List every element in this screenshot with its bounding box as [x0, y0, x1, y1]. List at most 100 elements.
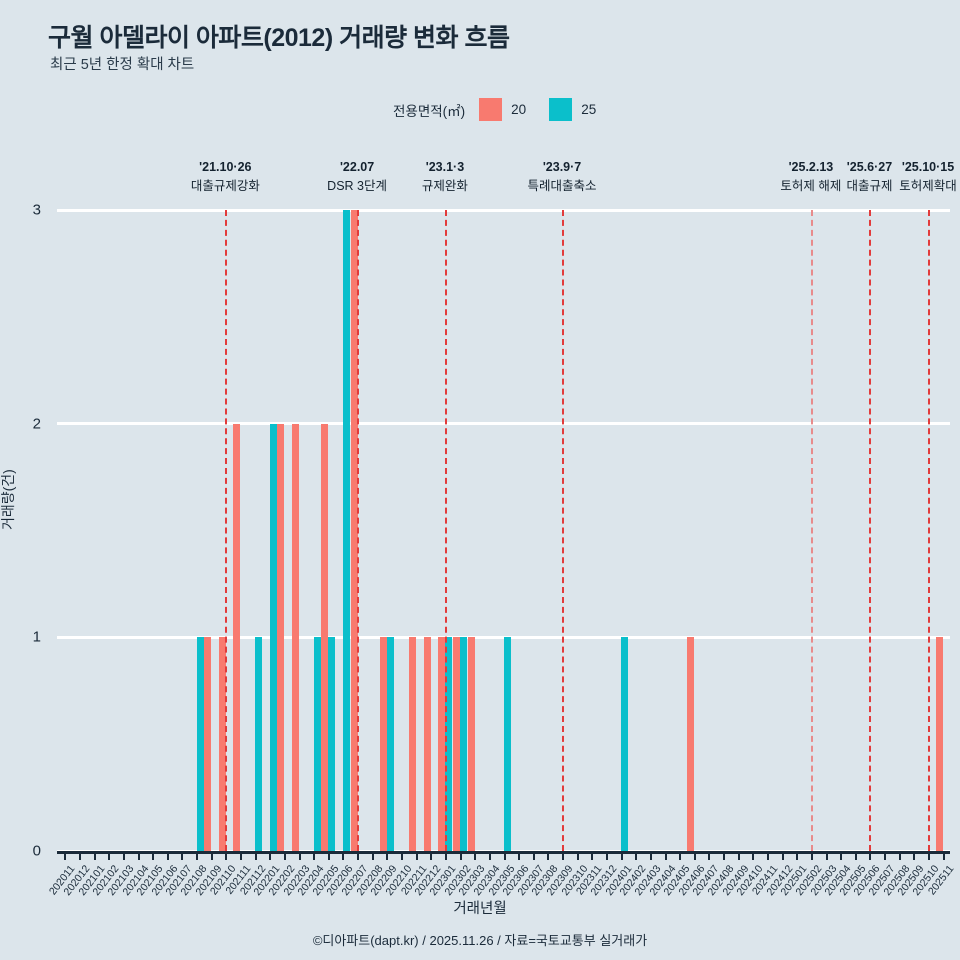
bar[interactable]	[467, 637, 475, 851]
event-annotation: '22.07 DSR 3단계	[327, 158, 387, 197]
x-axis-tick	[562, 851, 565, 860]
y-axis-tick-label: 2	[32, 415, 41, 433]
bar[interactable]	[460, 637, 468, 851]
y-axis-tick-labels: 0 1 2 3	[0, 202, 50, 860]
event-annotation-text: 대출규제강화	[190, 179, 260, 194]
bar[interactable]	[313, 637, 321, 851]
event-marker-line	[928, 210, 931, 851]
x-axis-tick	[78, 851, 81, 860]
x-axis-tick	[737, 851, 740, 860]
x-axis-tick	[93, 851, 96, 860]
bar[interactable]	[218, 637, 226, 851]
x-axis-tick	[810, 851, 813, 860]
chart-title: 구월 아델라이 아파트(2012) 거래량 변화 흐름	[48, 24, 510, 52]
x-axis-tick	[796, 851, 799, 860]
plot-area	[57, 208, 950, 853]
event-annotation-text: 토허제확대	[899, 179, 957, 194]
bar[interactable]	[409, 637, 417, 851]
event-annotation-date: '25.2.13	[788, 160, 834, 174]
bar[interactable]	[321, 423, 329, 851]
x-axis-tick	[152, 851, 155, 860]
bar[interactable]	[233, 423, 241, 851]
bar[interactable]	[196, 637, 204, 851]
x-axis-tick	[327, 851, 330, 860]
bar[interactable]	[438, 637, 446, 851]
x-axis-tick	[122, 851, 125, 860]
x-axis-tick	[371, 851, 374, 860]
x-axis-tick	[64, 851, 67, 860]
bar[interactable]	[936, 637, 944, 851]
x-axis-tick	[298, 851, 301, 860]
x-axis-tick	[386, 851, 389, 860]
event-annotation: '23.9·7 특례대출축소	[528, 158, 597, 197]
x-axis-tick	[825, 851, 828, 860]
event-annotation-text: 토허제 해제	[780, 179, 842, 194]
bar[interactable]	[687, 637, 695, 851]
gridline	[57, 422, 950, 426]
x-axis-tick	[708, 851, 711, 860]
event-marker-line	[810, 210, 813, 851]
event-annotation: '25.10·15 토허제확대	[899, 158, 957, 197]
x-axis-tick	[488, 851, 491, 860]
x-axis-tick	[576, 851, 579, 860]
x-axis-tick	[693, 851, 696, 860]
x-axis-tick	[869, 851, 872, 860]
x-axis-tick	[459, 851, 462, 860]
x-axis-tick	[532, 851, 535, 860]
x-axis-tick	[108, 851, 111, 860]
x-axis-tick	[137, 851, 140, 860]
event-marker-line	[444, 210, 447, 851]
bar[interactable]	[453, 637, 461, 851]
x-axis-tick	[928, 851, 931, 860]
x-axis-tick	[503, 851, 506, 860]
event-annotation: '25.2.13 토허제 해제	[780, 158, 841, 197]
event-marker-line	[869, 210, 872, 851]
event-annotation-date: '25.6·27	[846, 160, 893, 174]
bar[interactable]	[204, 637, 212, 851]
x-axis-tick	[942, 851, 945, 860]
x-axis-tick	[196, 851, 199, 860]
bar[interactable]	[379, 637, 387, 851]
legend-swatch-25	[549, 98, 573, 121]
event-annotation-date: '22.07	[339, 160, 375, 174]
x-axis-tick	[635, 851, 638, 860]
bar[interactable]	[269, 423, 277, 851]
x-axis-tick	[547, 851, 550, 860]
event-annotation-text: 특례대출축소	[527, 179, 597, 194]
event-annotation-date: '25.10·15	[901, 160, 955, 174]
bar[interactable]	[445, 637, 453, 851]
bar[interactable]	[328, 637, 336, 851]
x-axis-tick	[898, 851, 901, 860]
event-annotation-date: '21.10·26	[199, 160, 252, 174]
bar[interactable]	[504, 637, 511, 851]
x-axis-tick	[181, 851, 184, 860]
bar[interactable]	[292, 423, 300, 851]
y-axis-tick-label: 3	[32, 201, 41, 219]
x-axis-tick	[679, 851, 682, 860]
event-marker-line	[357, 210, 360, 851]
x-axis-tick	[649, 851, 652, 860]
x-axis-tick	[591, 851, 594, 860]
x-axis-tick	[342, 851, 345, 860]
bar[interactable]	[386, 637, 394, 851]
bar[interactable]	[255, 637, 263, 851]
x-axis-tick	[884, 851, 887, 860]
bar[interactable]	[342, 210, 350, 851]
event-annotation: '25.6·27 대출규제	[846, 158, 892, 197]
event-annotation-date: '23.1·3	[425, 160, 465, 174]
event-annotation: '23.1·3 규제완화	[422, 158, 468, 197]
x-axis-tick	[430, 851, 433, 860]
bar[interactable]	[423, 637, 431, 851]
event-annotation-text: 대출규제	[846, 179, 893, 194]
x-axis: 202011 202012 202101 202102 202103 202104 2021…	[47, 851, 956, 898]
chart-subtitle: 최근 5년 한정 확대 차트	[50, 57, 195, 73]
x-axis-tick	[840, 851, 843, 860]
y-axis-tick-label: 0	[32, 842, 41, 860]
gridline	[57, 635, 950, 639]
x-axis-tick	[166, 851, 169, 860]
x-axis-tick	[664, 851, 667, 860]
bar[interactable]	[277, 423, 285, 851]
x-axis-tick	[415, 851, 418, 860]
bar[interactable]	[350, 210, 358, 851]
bar[interactable]	[621, 637, 629, 851]
